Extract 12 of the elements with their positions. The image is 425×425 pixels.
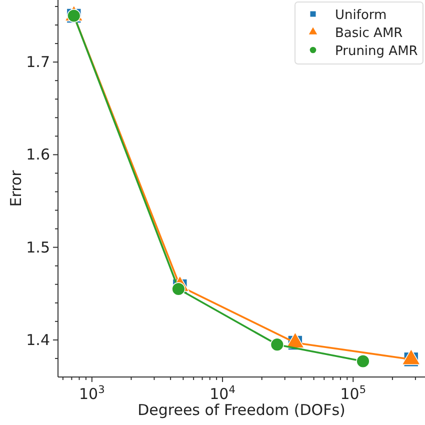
- x-tick-label: 10$^{5}$: [340, 384, 366, 403]
- y-tick-label: 1.5: [26, 238, 50, 256]
- y-tick-label: 1.7: [26, 53, 50, 72]
- legend-label: Basic AMR: [335, 26, 403, 41]
- x-axis-title: Degrees of Freedom (DOFs): [138, 401, 346, 419]
- y-tick-label: 1.6: [26, 146, 50, 164]
- y-axis-title: Error: [7, 169, 25, 207]
- legend-label: Pruning AMR: [335, 44, 418, 59]
- y-tick-label: 1.4: [26, 330, 50, 349]
- legend-label: Uniform: [335, 8, 387, 23]
- x-tick-label: 10$^{4}$: [210, 384, 236, 403]
- x-tick-label: 10$^{3}$: [79, 384, 105, 403]
